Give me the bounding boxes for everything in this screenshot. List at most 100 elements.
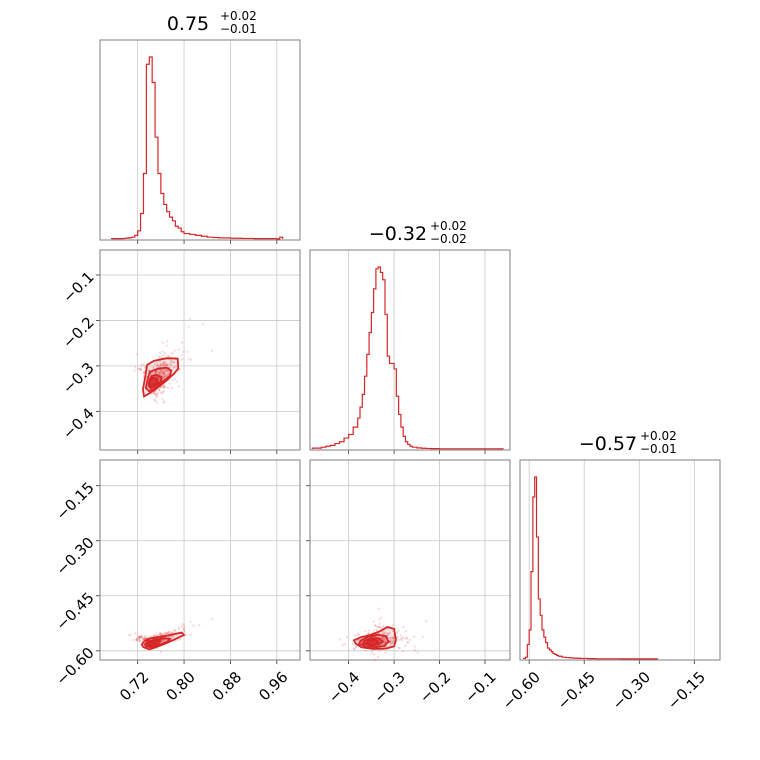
x-tick-label: 0.96	[255, 668, 291, 704]
scatter-point	[373, 624, 377, 627]
scatter-point	[166, 635, 170, 639]
scatter-point	[172, 366, 175, 369]
y-tick-label: −0.15	[52, 479, 97, 524]
scatter-point	[167, 355, 170, 358]
scatter-point	[166, 362, 169, 366]
histogram-p2	[523, 476, 659, 660]
scatter-point	[140, 363, 144, 366]
scatter-point	[383, 639, 386, 642]
x-tick-label: −0.15	[664, 668, 709, 713]
scatter-point	[162, 639, 166, 642]
contour-line-3	[147, 640, 158, 646]
scatter-point	[158, 365, 161, 368]
scatter-point	[399, 637, 403, 641]
scatter-point	[162, 400, 166, 403]
scatter-point	[389, 640, 392, 644]
scatter-point	[173, 361, 176, 364]
x-tick-label: −0.2	[416, 668, 454, 706]
density-p0-p2	[128, 618, 214, 653]
scatter-point	[353, 634, 357, 637]
y-tick-label: −0.4	[59, 404, 97, 442]
scatter-point	[392, 637, 395, 640]
scatter-point	[379, 622, 382, 625]
scatter-point	[159, 631, 162, 635]
scatter-point	[186, 350, 189, 353]
scatter-point	[163, 370, 166, 373]
scatter-point	[158, 389, 161, 392]
y-tick-label: −0.45	[52, 589, 97, 634]
scatter-point	[159, 391, 162, 394]
scatter-point	[395, 631, 398, 634]
scatter-point	[159, 363, 162, 366]
scatter-point	[137, 367, 140, 371]
scatter-point	[140, 634, 143, 638]
scatter-point	[158, 377, 161, 381]
scatter-point	[165, 363, 168, 367]
scatter-point	[384, 651, 387, 654]
scatter-point	[356, 639, 360, 642]
scatter-point	[366, 632, 369, 635]
scatter-point	[376, 655, 380, 658]
scatter-point	[412, 635, 416, 638]
scatter-point	[169, 635, 172, 638]
scatter-point	[169, 631, 173, 634]
scatter-point	[211, 349, 214, 352]
scatter-point	[150, 372, 153, 375]
scatter-point	[378, 618, 381, 621]
scatter-point	[383, 630, 386, 633]
title-median: −0.57	[579, 433, 637, 455]
scatter-point	[140, 636, 143, 639]
scatter-point	[391, 624, 395, 627]
x-tick-label: −0.4	[325, 668, 363, 706]
scatter-point	[390, 637, 393, 640]
scatter-point	[175, 365, 178, 368]
contour-line-0	[352, 626, 397, 650]
scatter-point	[164, 375, 167, 378]
scatter-point	[172, 636, 175, 639]
scatter-point	[138, 636, 141, 639]
scatter-point	[400, 639, 404, 642]
scatter-point	[165, 364, 168, 367]
scatter-point	[159, 360, 162, 363]
scatter-point	[162, 354, 165, 357]
scatter-point	[165, 632, 168, 635]
scatter-point	[137, 636, 140, 639]
scatter-point	[401, 636, 405, 639]
scatter-point	[373, 628, 376, 631]
scatter-point	[163, 361, 167, 364]
x-tick-label: 0.72	[116, 668, 152, 704]
scatter-point	[135, 639, 138, 642]
scatter-point	[135, 637, 138, 640]
scatter-point	[159, 373, 162, 376]
scatter-point	[367, 629, 371, 632]
scatter-point	[187, 325, 190, 329]
scatter-point	[164, 638, 167, 642]
scatter-point	[152, 391, 155, 394]
scatter-point	[162, 383, 165, 387]
scatter-point	[141, 635, 144, 638]
scatter-point	[155, 364, 158, 368]
scatter-point	[153, 392, 157, 395]
contour-line-0	[140, 631, 186, 651]
scatter-point	[168, 355, 171, 358]
scatter-point	[160, 632, 163, 636]
scatter-point	[165, 363, 168, 366]
scatter-point	[157, 365, 160, 368]
scatter-point	[370, 652, 373, 655]
scatter-point	[354, 644, 358, 648]
scatter-point	[380, 643, 384, 646]
scatter-point	[391, 642, 394, 645]
scatter-point	[390, 642, 393, 645]
scatter-point	[161, 350, 164, 353]
scatter-point	[408, 638, 411, 642]
scatter-point	[389, 640, 392, 643]
scatter-point	[373, 653, 376, 656]
scatter-point	[398, 647, 401, 650]
scatter-point	[389, 639, 392, 642]
scatter-point	[382, 637, 385, 640]
scatter-point	[153, 362, 157, 366]
scatter-point	[177, 348, 180, 351]
scatter-point	[144, 634, 147, 638]
scatter-point	[379, 626, 382, 629]
